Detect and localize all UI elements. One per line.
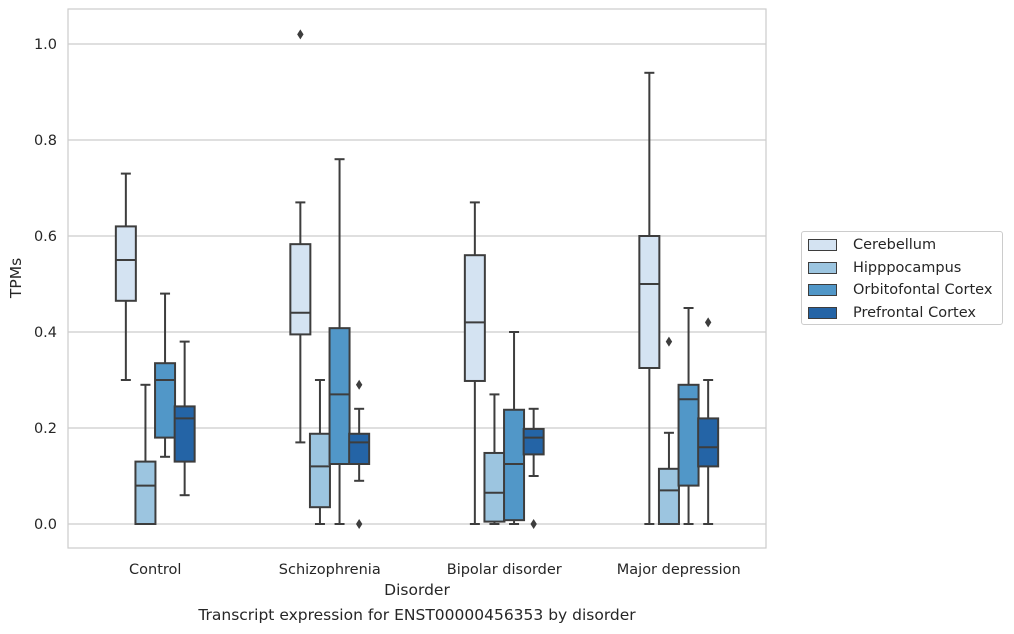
outlier-point — [355, 379, 363, 390]
box-cerebellum — [463, 201, 486, 525]
box-prefrontal-cortex — [173, 340, 196, 497]
box-hipppocampus — [657, 336, 680, 525]
figure-caption: Transcript expression for ENST0000045635… — [198, 606, 636, 624]
legend-swatch-hippocampus — [808, 262, 837, 274]
legend: Cerebellum Hipppocampus Orbitofontal Cor… — [801, 231, 1003, 325]
outlier-point — [530, 519, 537, 529]
box-iqr — [173, 405, 196, 463]
box-iqr — [697, 417, 720, 468]
x-tick-label: Major depression — [617, 562, 741, 578]
box-cerebellum — [289, 29, 312, 444]
box-iqr — [522, 427, 545, 456]
box-prefrontal-cortex — [697, 317, 720, 525]
legend-label: Prefrontal Cortex — [853, 305, 976, 321]
box-prefrontal-cortex — [522, 407, 545, 529]
box-orbitofontal-cortex — [677, 307, 700, 525]
box-iqr — [483, 451, 506, 523]
axes: 0.0 0.2 0.4 0.6 0.8 1.0 Control Schizophrenia Bi… — [34, 37, 741, 578]
legend-item-cerebellum: Cerebellum — [808, 235, 936, 255]
box-iqr — [638, 235, 661, 369]
legend-label: Orbitofontal Cortex — [853, 282, 993, 298]
box-orbitofontal-cortex — [328, 158, 351, 525]
box-iqr — [114, 225, 137, 302]
legend-label: Hipppocampus — [853, 260, 962, 276]
legend-item-prefrontal-cortex: Prefrontal Cortex — [808, 303, 976, 323]
legend-swatch-cerebellum — [808, 239, 837, 251]
plot-area-frame — [67, 8, 767, 549]
box-orbitofontal-cortex — [503, 331, 526, 525]
y-tick-label: 0.0 — [34, 517, 57, 533]
x-tick-label: Bipolar disorder — [447, 562, 562, 578]
box-iqr — [289, 243, 312, 336]
box-orbitofontal-cortex — [154, 292, 177, 458]
legend-item-orbitofrontal-cortex: Orbitofontal Cortex — [808, 280, 992, 300]
box-hipppocampus — [483, 393, 506, 525]
box-hipppocampus — [134, 383, 157, 526]
y-axis-label: TPMs — [7, 258, 25, 299]
box-cerebellum — [638, 71, 661, 525]
box-series — [114, 29, 720, 529]
box-iqr — [308, 432, 331, 509]
box-iqr — [328, 327, 351, 465]
y-tick-label: 1.0 — [34, 37, 57, 53]
box-iqr — [154, 362, 177, 439]
outlier-point — [297, 29, 304, 40]
box-iqr — [348, 432, 371, 466]
outlier-point — [665, 336, 673, 347]
box-iqr — [134, 460, 157, 526]
box-cerebellum — [114, 172, 137, 381]
outlier-point — [355, 519, 363, 529]
box-hipppocampus — [308, 379, 331, 525]
box-prefrontal-cortex — [348, 379, 371, 529]
legend-item-hippocampus: Hipppocampus — [808, 258, 961, 278]
gridlines — [68, 43, 766, 525]
x-tick-label: Schizophrenia — [279, 562, 381, 578]
legend-swatch-orbitofrontal-cortex — [808, 284, 837, 296]
y-tick-label: 0.2 — [34, 421, 57, 437]
outlier-point — [704, 317, 712, 328]
y-tick-label: 0.6 — [34, 229, 57, 245]
box-iqr — [657, 467, 680, 525]
y-tick-label: 0.8 — [34, 133, 57, 149]
x-axis-label: Disorder — [384, 581, 450, 599]
y-tick-label: 0.4 — [34, 325, 57, 341]
box-iqr — [463, 254, 486, 382]
legend-swatch-prefrontal-cortex — [808, 307, 837, 319]
x-tick-label: Control — [129, 562, 181, 578]
legend-label: Cerebellum — [853, 237, 937, 253]
